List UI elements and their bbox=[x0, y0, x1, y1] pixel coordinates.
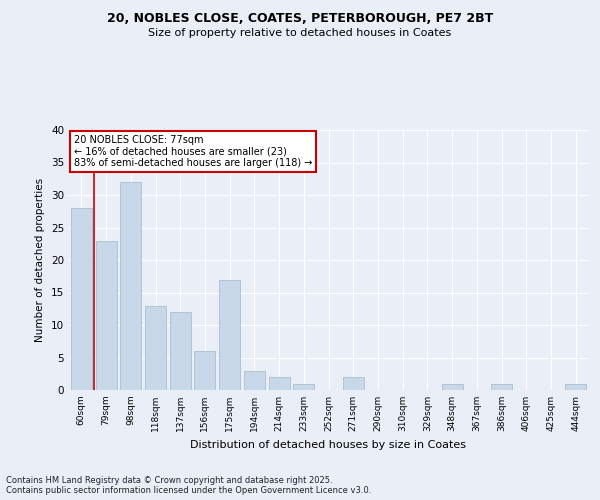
Bar bbox=[565, 384, 586, 390]
Bar bbox=[491, 384, 512, 390]
Bar bbox=[95, 240, 116, 390]
Bar bbox=[343, 377, 364, 390]
Text: Size of property relative to detached houses in Coates: Size of property relative to detached ho… bbox=[148, 28, 452, 38]
Y-axis label: Number of detached properties: Number of detached properties bbox=[35, 178, 46, 342]
Bar bbox=[293, 384, 314, 390]
Bar bbox=[442, 384, 463, 390]
Bar bbox=[170, 312, 191, 390]
Bar bbox=[194, 351, 215, 390]
Text: Contains HM Land Registry data © Crown copyright and database right 2025.
Contai: Contains HM Land Registry data © Crown c… bbox=[6, 476, 371, 495]
Bar bbox=[71, 208, 92, 390]
Bar bbox=[244, 370, 265, 390]
Text: 20 NOBLES CLOSE: 77sqm
← 16% of detached houses are smaller (23)
83% of semi-det: 20 NOBLES CLOSE: 77sqm ← 16% of detached… bbox=[74, 135, 313, 168]
X-axis label: Distribution of detached houses by size in Coates: Distribution of detached houses by size … bbox=[191, 440, 467, 450]
Bar bbox=[219, 280, 240, 390]
Bar bbox=[120, 182, 141, 390]
Text: 20, NOBLES CLOSE, COATES, PETERBOROUGH, PE7 2BT: 20, NOBLES CLOSE, COATES, PETERBOROUGH, … bbox=[107, 12, 493, 26]
Bar bbox=[145, 306, 166, 390]
Bar bbox=[269, 377, 290, 390]
